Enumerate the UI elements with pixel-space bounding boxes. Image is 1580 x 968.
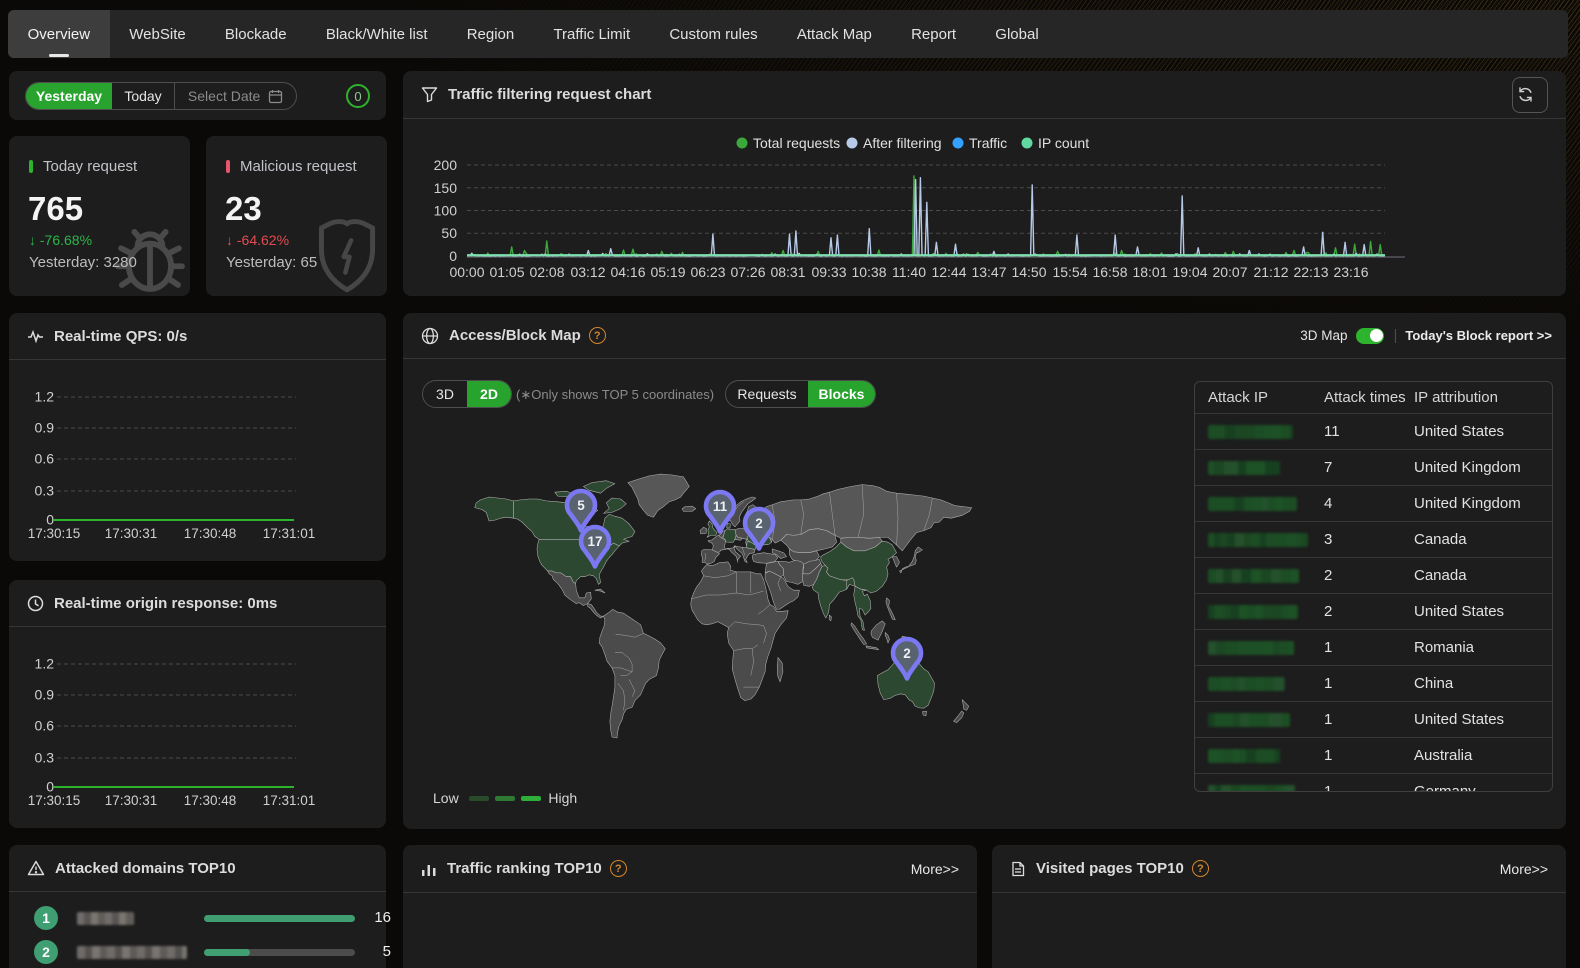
svg-text:After filtering: After filtering [863, 135, 942, 151]
svg-text:22:13: 22:13 [1293, 264, 1328, 280]
svg-text:17: 17 [587, 534, 602, 549]
svg-text:23:16: 23:16 [1333, 264, 1368, 280]
svg-text:0: 0 [46, 512, 54, 528]
svg-text:17:30:15: 17:30:15 [28, 793, 81, 808]
svg-text:02:08: 02:08 [529, 264, 564, 280]
svg-text:08:31: 08:31 [770, 264, 805, 280]
svg-text:20:07: 20:07 [1212, 264, 1247, 280]
svg-text:100: 100 [434, 203, 458, 219]
svg-text:11: 11 [713, 499, 728, 514]
svg-text:0.6: 0.6 [35, 718, 55, 734]
svg-text:14:50: 14:50 [1011, 264, 1046, 280]
svg-text:01:05: 01:05 [489, 264, 524, 280]
svg-text:17:30:31: 17:30:31 [105, 793, 158, 808]
svg-text:Traffic: Traffic [969, 135, 1007, 151]
svg-text:0.6: 0.6 [35, 451, 55, 467]
svg-text:150: 150 [434, 180, 458, 196]
svg-text:0: 0 [449, 248, 457, 264]
svg-text:04:16: 04:16 [610, 264, 645, 280]
svg-text:2: 2 [903, 646, 911, 661]
svg-text:00:00: 00:00 [449, 264, 484, 280]
svg-text:0.3: 0.3 [35, 750, 55, 766]
svg-text:1.2: 1.2 [35, 389, 55, 405]
svg-text:11:40: 11:40 [892, 264, 926, 280]
svg-text:03:12: 03:12 [570, 264, 605, 280]
svg-text:0.9: 0.9 [35, 687, 55, 703]
svg-text:0.3: 0.3 [35, 483, 55, 499]
svg-text:50: 50 [441, 225, 457, 241]
svg-text:17:30:48: 17:30:48 [184, 793, 237, 808]
svg-text:13:47: 13:47 [971, 264, 1006, 280]
svg-text:17:30:48: 17:30:48 [184, 526, 237, 541]
svg-text:17:31:01: 17:31:01 [263, 793, 316, 808]
svg-text:05:19: 05:19 [650, 264, 685, 280]
svg-text:12:44: 12:44 [931, 264, 966, 280]
svg-text:09:33: 09:33 [811, 264, 846, 280]
svg-text:06:23: 06:23 [690, 264, 725, 280]
svg-text:200: 200 [434, 157, 458, 173]
svg-text:2: 2 [755, 516, 763, 531]
svg-text:0: 0 [46, 779, 54, 795]
svg-text:17:30:31: 17:30:31 [105, 526, 158, 541]
svg-text:1.2: 1.2 [35, 656, 55, 672]
svg-text:17:31:01: 17:31:01 [263, 526, 316, 541]
svg-text:19:04: 19:04 [1172, 264, 1207, 280]
svg-text:10:38: 10:38 [851, 264, 886, 280]
svg-text:18:01: 18:01 [1132, 264, 1167, 280]
svg-text:Total requests: Total requests [753, 135, 840, 151]
svg-text:0.9: 0.9 [35, 420, 55, 436]
svg-text:07:26: 07:26 [730, 264, 765, 280]
svg-text:5: 5 [577, 498, 585, 513]
svg-text:15:54: 15:54 [1052, 264, 1087, 280]
svg-text:16:58: 16:58 [1092, 264, 1127, 280]
svg-text:21:12: 21:12 [1253, 264, 1288, 280]
svg-text:IP count: IP count [1038, 135, 1089, 151]
svg-text:17:30:15: 17:30:15 [28, 526, 81, 541]
